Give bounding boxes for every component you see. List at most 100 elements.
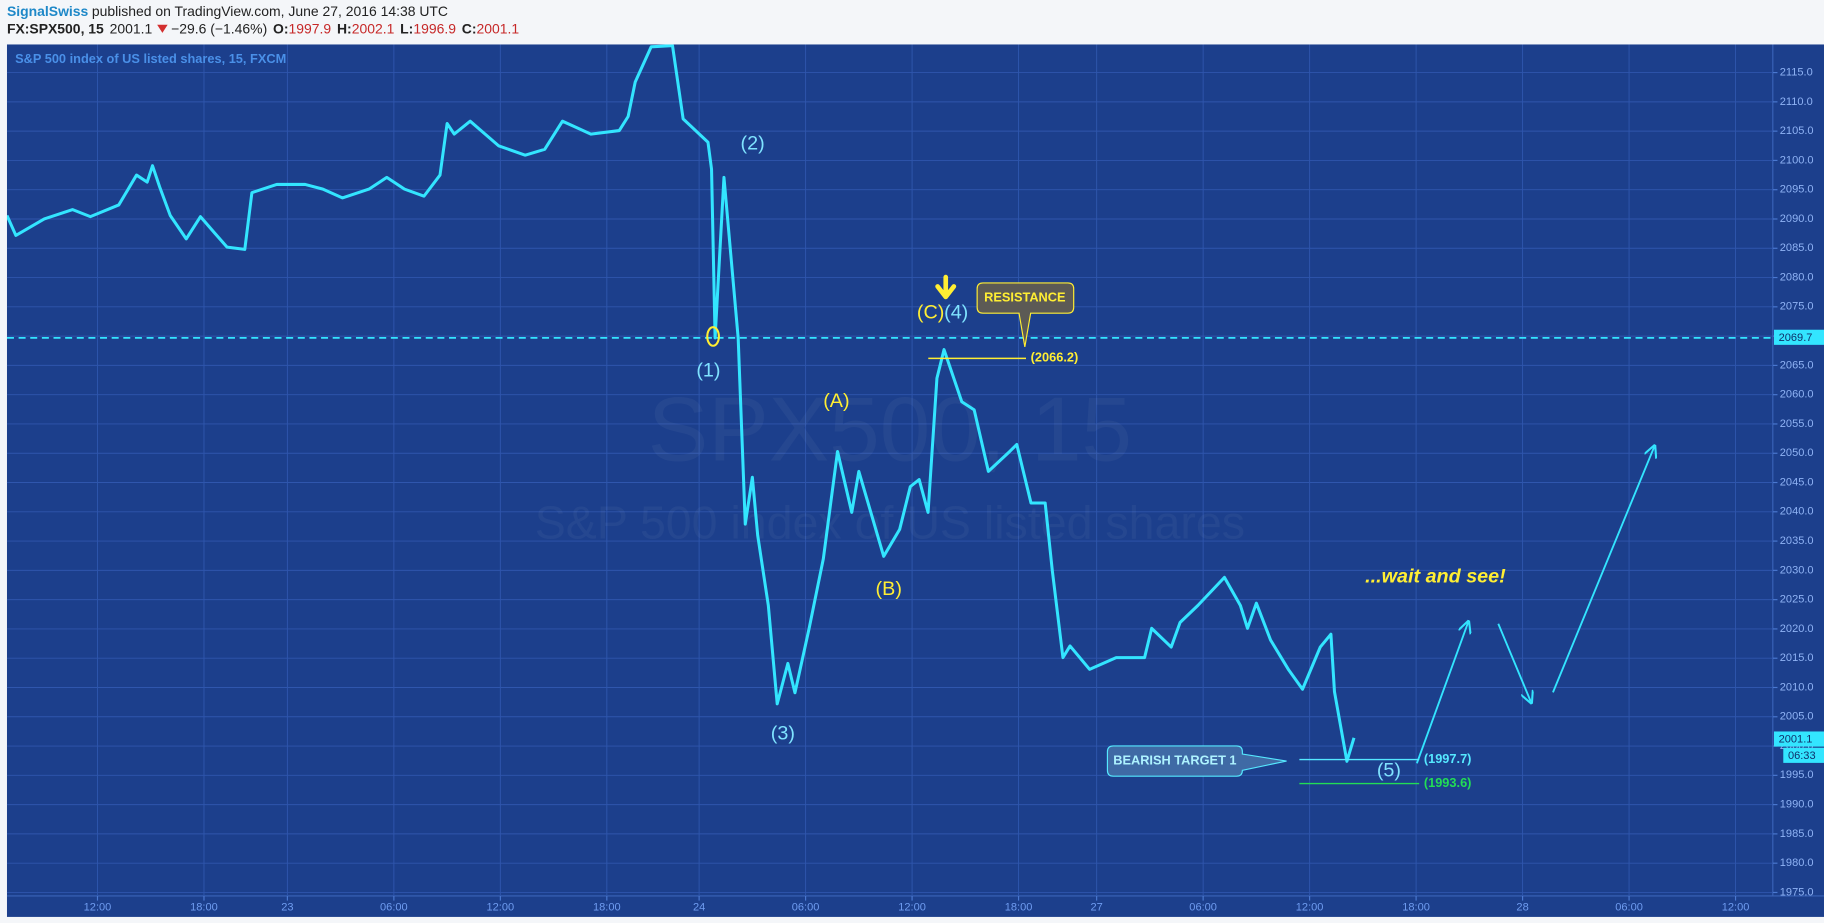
wave-label: (B) xyxy=(876,578,902,600)
y-tick-label: 2055.0 xyxy=(1780,418,1814,430)
watermark-symbol: SPX500, 15 xyxy=(648,379,1132,480)
x-tick-label: 18:00 xyxy=(1005,902,1033,914)
last: 2001.1 xyxy=(110,20,153,36)
projection-arrow xyxy=(1497,623,1531,702)
y-tick-label: 2030.0 xyxy=(1780,564,1814,576)
target-callout xyxy=(1106,745,1287,777)
projection-arrow xyxy=(1552,447,1654,693)
symbol-line: FX:SPX500, 15 2001.1 xyxy=(7,20,153,36)
resistance-label: (2066.2) xyxy=(1031,350,1079,365)
close-label: C: xyxy=(462,20,477,36)
y-tick-label: 2020.0 xyxy=(1780,623,1814,635)
publish-line: SignalSwiss published on TradingView.com,… xyxy=(7,3,448,19)
target-text: BEARISH TARGET 1 xyxy=(1113,752,1236,767)
last-price-badge xyxy=(1773,731,1824,747)
wave-label: (1) xyxy=(696,360,720,382)
x-tick-label: 12:00 xyxy=(487,902,515,914)
y-tick-label: 1995.0 xyxy=(1780,769,1814,781)
x-tick-label: 18:00 xyxy=(593,902,621,914)
grid: 1975.01980.01985.01990.01995.02000.02005… xyxy=(6,44,1814,914)
low-label: L: xyxy=(400,20,413,36)
y-tick-label: 1980.0 xyxy=(1780,857,1814,869)
levels: 2069.7 2001.1 06:33 xyxy=(6,329,1824,763)
y-tick-label: 2095.0 xyxy=(1780,184,1814,196)
x-tick-label: 28 xyxy=(1516,902,1528,914)
y-tick-label: 2065.0 xyxy=(1780,359,1814,371)
y-tick-label: 2080.0 xyxy=(1780,271,1814,283)
y-tick-label: 2100.0 xyxy=(1780,154,1814,166)
published: published on TradingView.com, June 27, 2… xyxy=(92,3,448,19)
author: SignalSwiss xyxy=(7,3,89,19)
y-tick-label: 2110.0 xyxy=(1780,96,1813,108)
wave-label: (2) xyxy=(741,133,765,155)
wave-label: (3) xyxy=(771,723,795,745)
projection-arrow xyxy=(1415,623,1468,764)
down-arrow xyxy=(935,274,957,300)
target-label: (1997.7) xyxy=(1424,751,1472,766)
x-tick-label: 06:00 xyxy=(792,902,820,914)
x-tick-label: 27 xyxy=(1091,902,1103,914)
watermark: SPX500, 15 S&P 500 index of US listed sh… xyxy=(535,379,1245,548)
y-tick-label: 2015.0 xyxy=(1780,652,1814,664)
wave-label: (C) xyxy=(917,301,944,323)
low: 1996.9 xyxy=(413,20,456,36)
price-badge-label: 2069.7 xyxy=(1779,332,1813,344)
y-tick-label: 1985.0 xyxy=(1780,828,1814,840)
y-tick-label: 2050.0 xyxy=(1780,447,1814,459)
price-line xyxy=(6,44,1356,763)
open: 1997.9 xyxy=(289,20,332,36)
last-price-label: 2001.1 xyxy=(1779,734,1813,746)
countdown-badge xyxy=(1783,747,1824,763)
y-tick-label: 2075.0 xyxy=(1780,301,1814,313)
y-tick-label: 2105.0 xyxy=(1780,125,1814,137)
y-tick-label: 2060.0 xyxy=(1780,389,1814,401)
y-tick-label: 1975.0 xyxy=(1780,886,1814,898)
countdown-label: 06:33 xyxy=(1788,750,1816,762)
wave-label: (4) xyxy=(944,301,968,323)
header: SignalSwiss published on TradingView.com,… xyxy=(7,3,519,36)
x-tick-label: 18:00 xyxy=(1402,902,1430,914)
x-tick-label: 18:00 xyxy=(190,902,218,914)
open-label: O: xyxy=(273,20,288,36)
x-tick-label: 12:00 xyxy=(1722,902,1750,914)
x-tick-label: 06:00 xyxy=(380,902,408,914)
note: ...wait and see! xyxy=(1365,565,1506,587)
resistance-text: RESISTANCE xyxy=(984,289,1066,304)
y-tick-label: 2025.0 xyxy=(1780,594,1814,606)
wave-label: (A) xyxy=(823,390,849,412)
high-label: H: xyxy=(337,20,352,36)
x-tick-label: 23 xyxy=(281,902,293,914)
x-tick-label: 12:00 xyxy=(1296,902,1324,914)
x-tick-label: 12:00 xyxy=(898,902,926,914)
series-legend: S&P 500 index of US listed shares, 15, F… xyxy=(15,51,286,66)
watermark-description: S&P 500 index of US listed shares xyxy=(535,496,1245,548)
wave-label: (5) xyxy=(1377,760,1401,782)
plot xyxy=(6,44,1356,763)
ohlc-line: −29.6 (−1.46%) O:1997.9 H:2002.1 L:1996.9 C:… xyxy=(171,20,519,36)
high: 2002.1 xyxy=(352,20,395,36)
wave-marker xyxy=(706,326,720,347)
overlay: (2066.2) (1997.7) (1993.6) (1) (2) (3) (4) (5) (… xyxy=(696,133,1654,790)
change: −29.6 (−1.46%) xyxy=(171,20,267,36)
y-tick-label: 2045.0 xyxy=(1780,476,1814,488)
y-tick-label: 2035.0 xyxy=(1780,535,1814,547)
y-tick-label: 2040.0 xyxy=(1780,506,1814,518)
y-tick-label: 2085.0 xyxy=(1780,242,1814,254)
resistance-callout xyxy=(976,282,1075,348)
price-badge xyxy=(1773,329,1824,345)
y-tick-label: 2115.0 xyxy=(1780,67,1813,79)
x-tick-label: 06:00 xyxy=(1615,902,1643,914)
x-tick-label: 24 xyxy=(693,902,705,914)
close: 2001.1 xyxy=(476,20,519,36)
y-tick-label: 2090.0 xyxy=(1780,213,1814,225)
y-tick-label: 1990.0 xyxy=(1780,799,1814,811)
change-icon xyxy=(157,24,168,33)
x-tick-label: 06:00 xyxy=(1189,902,1217,914)
x-tick-label: 12:00 xyxy=(84,902,112,914)
y-tick-label: 2005.0 xyxy=(1780,711,1814,723)
target-label: (1993.6) xyxy=(1424,775,1472,790)
symbol: FX:SPX500, 15 xyxy=(7,20,104,36)
